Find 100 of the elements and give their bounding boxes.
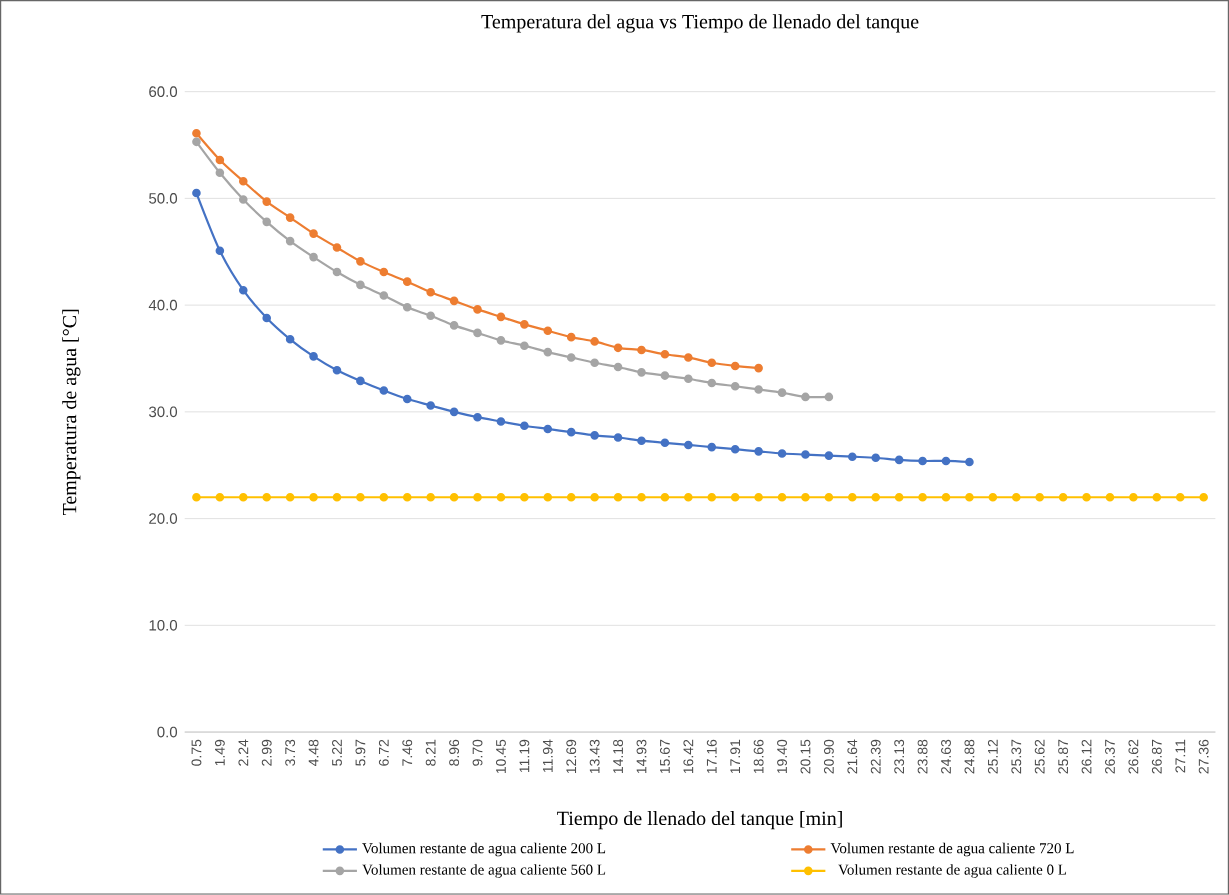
x-tick-label: 25.12: [987, 739, 998, 774]
point: [1082, 493, 1091, 502]
y-tick-label: 60.0: [149, 86, 178, 98]
point: [707, 493, 717, 502]
x-tick-label: 16.42: [683, 739, 694, 774]
point: [1199, 493, 1208, 502]
point: [590, 358, 599, 368]
point: [1011, 493, 1021, 502]
point: [1105, 493, 1115, 502]
point: [449, 321, 459, 330]
x-tick-label: 27.11: [1175, 739, 1186, 773]
point: [426, 401, 435, 410]
point: [402, 394, 412, 404]
x-tick-label: 25.87: [1058, 739, 1069, 774]
point: [684, 374, 693, 384]
point: [426, 311, 435, 321]
point: [1152, 493, 1162, 502]
point: [426, 288, 435, 297]
point: [941, 493, 951, 502]
point: [496, 312, 506, 322]
point: [801, 493, 810, 502]
point: [496, 493, 506, 502]
point: [309, 252, 318, 262]
y-tick-label: 20.0: [149, 513, 178, 525]
point: [801, 450, 810, 459]
point: [262, 197, 272, 207]
point: [192, 188, 201, 198]
y-tick-label: 50.0: [149, 193, 178, 204]
point: [1175, 493, 1185, 502]
x-tick-label: 6.72: [378, 739, 389, 766]
point: [730, 493, 740, 502]
legend-label: Volumen restante de agua caliente 720 L: [830, 842, 1074, 857]
x-tick-label: 25.62: [1034, 739, 1045, 774]
point: [988, 493, 998, 502]
x-tick-label: 9.70: [472, 739, 483, 766]
point: [754, 363, 763, 373]
point: [871, 453, 881, 463]
point: [894, 493, 904, 502]
point: [356, 493, 365, 502]
point: [965, 457, 974, 467]
x-tick-label: 22.39: [870, 739, 881, 774]
point: [449, 493, 459, 502]
point: [356, 257, 365, 266]
x-tick-label: 10.45: [496, 739, 506, 774]
chart-title: Temperatura del agua vs Tiempo de llenado del tanque: [481, 14, 919, 33]
point: [238, 493, 248, 502]
point: [309, 352, 318, 361]
point: [215, 246, 225, 256]
x-tick-label: 2.99: [261, 739, 272, 766]
x-tick-label: 0.75: [191, 739, 202, 766]
point: [379, 386, 389, 395]
point: [215, 493, 225, 502]
point: [332, 243, 342, 252]
point: [379, 291, 389, 300]
point: [520, 341, 529, 351]
point: [754, 493, 763, 502]
x-tick-label: 11.19: [519, 739, 530, 773]
point: [426, 493, 435, 502]
point: [613, 493, 623, 502]
x-tick-label: 23.13: [894, 739, 905, 774]
y-tick-label: 40.0: [148, 299, 178, 311]
point: [520, 320, 529, 329]
point: [660, 371, 670, 380]
point: [356, 376, 365, 386]
point: [496, 417, 506, 426]
point: [918, 493, 927, 502]
x-tick-label: 21.64: [847, 739, 858, 774]
y-tick-label: 0.0: [157, 726, 178, 738]
point: [192, 137, 201, 147]
point: [613, 362, 623, 372]
point: [566, 427, 576, 437]
x-tick-label: 23.88: [917, 739, 928, 774]
x-tick-label: 5.97: [355, 739, 366, 766]
point: [309, 229, 318, 239]
point: [660, 438, 670, 448]
point: [684, 440, 693, 450]
point: [707, 442, 717, 452]
point: [871, 493, 881, 502]
point: [777, 493, 787, 502]
point: [215, 155, 225, 165]
point: [965, 493, 974, 502]
x-tick-label: 24.63: [941, 739, 951, 774]
legend-label: Volumen restante de agua caliente 0 L: [838, 864, 1067, 878]
point: [238, 286, 248, 295]
point: [262, 313, 272, 323]
point: [1058, 493, 1068, 502]
point: [637, 493, 646, 502]
point: [262, 217, 272, 227]
point: [848, 493, 857, 502]
point: [543, 424, 553, 434]
point: [543, 493, 553, 502]
x-axis-title: Tiempo de llenado del tanque [min]: [557, 811, 842, 830]
x-tick-label: 20.90: [823, 739, 834, 774]
point: [730, 382, 740, 391]
point: [238, 195, 248, 204]
point: [918, 456, 927, 466]
point: [754, 385, 763, 394]
x-tick-label: 4.48: [308, 739, 319, 767]
point: [520, 421, 529, 431]
x-tick-label: 17.91: [730, 739, 741, 774]
